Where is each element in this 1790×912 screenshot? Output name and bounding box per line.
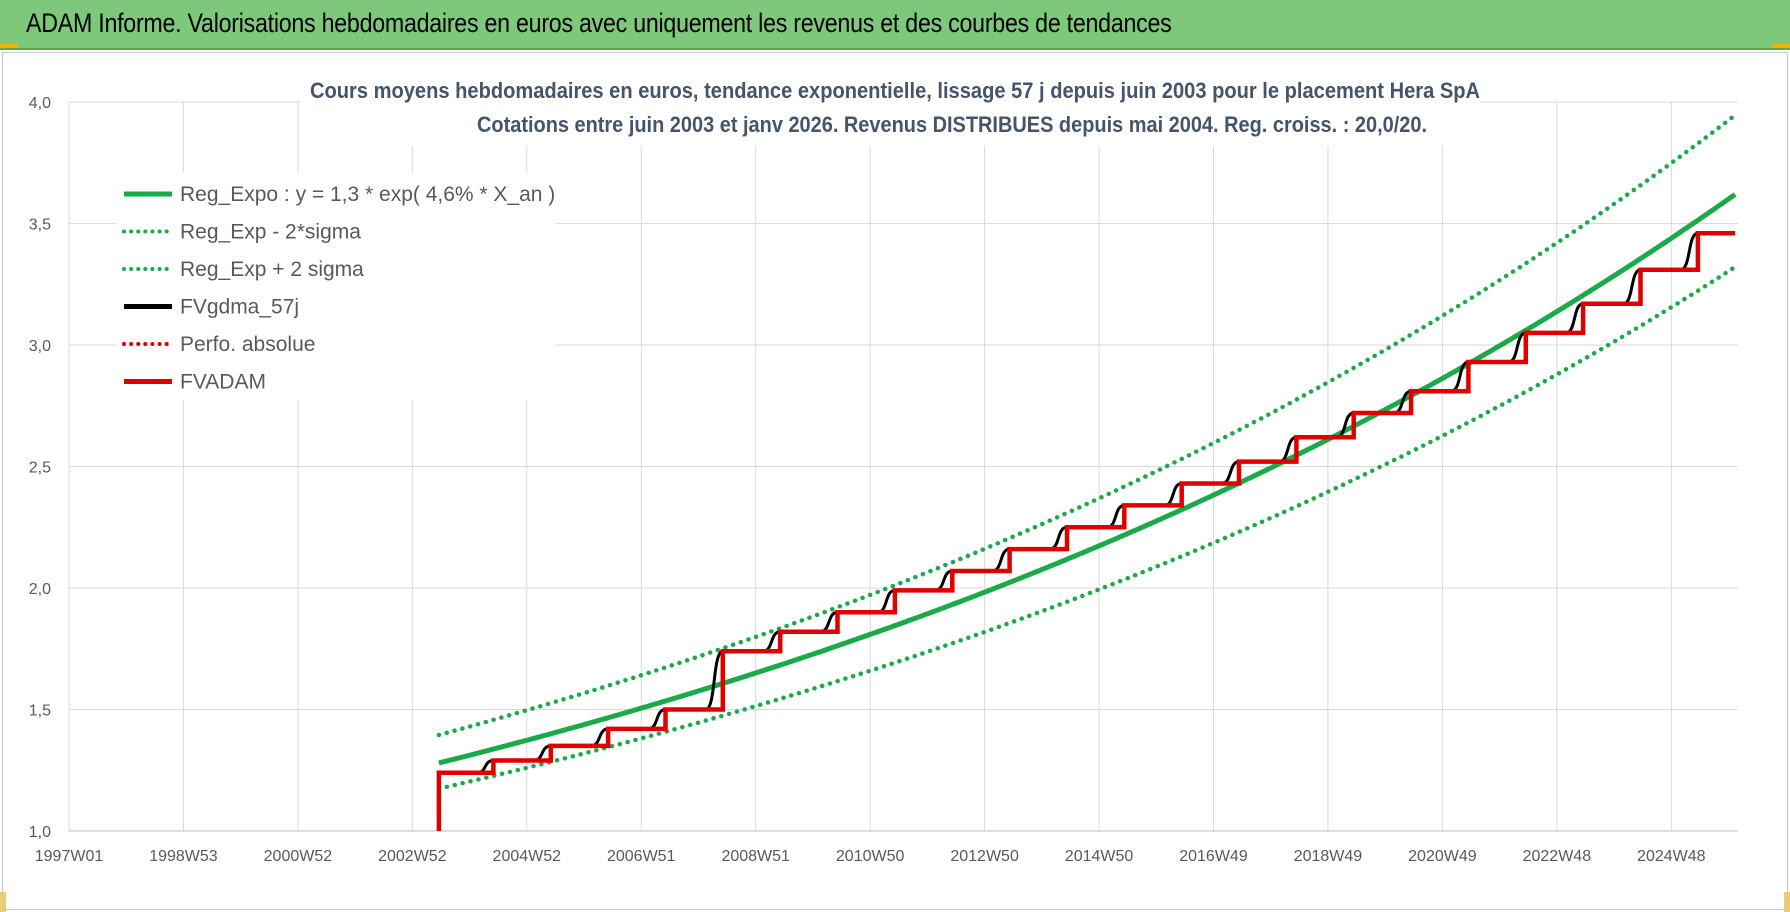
x-tick-label: 2020W49 [1408,848,1477,865]
x-tick-label: 2022W48 [1523,848,1592,865]
chart-title: Cours moyens hebdomadaires en euros, ten… [310,78,1480,103]
legend-background [116,172,556,400]
legend-entry: Reg_Exp + 2 sigma [180,258,364,281]
legend-entry: FVADAM [180,371,266,394]
header-bar: ADAM Informe. Valorisations hebdomadaire… [0,0,1790,50]
x-tick-label: 1997W01 [35,848,104,865]
corner-mark-left [0,44,18,48]
grid [68,101,1738,832]
y-tick-label: 4,0 [29,95,51,112]
page-title: ADAM Informe. Valorisations hebdomadaire… [26,8,1172,38]
y-tick-label: 2,0 [29,581,51,598]
x-tick-label: 2002W52 [378,848,447,865]
y-tick-label: 1,5 [29,703,51,720]
x-tick-label: 2018W49 [1294,848,1363,865]
x-tick-label: 2024W48 [1637,848,1706,865]
y-tick-label: 3,0 [29,338,51,355]
x-tick-label: 2016W49 [1179,848,1248,865]
legend: Reg_Expo : y = 1,3 * exp( 4,6% * X_an ) R… [122,183,555,394]
chart-subtitle: Cotations entre juin 2003 et janv 2026. … [477,112,1427,137]
legend-entry: Reg_Expo : y = 1,3 * exp( 4,6% * X_an ) [180,183,555,206]
y-axis: 1,0 1,5 2,0 2,5 3,0 3,5 4,0 [29,95,51,841]
series-reg-exp-plus-2-sigma [436,112,1738,738]
x-tick-label: 2006W51 [607,848,676,865]
y-tick-label: 1,0 [29,824,51,841]
chart-frame [2,52,1788,910]
series-fvadam [436,230,1736,832]
y-tick-label: 3,5 [29,217,51,234]
series-reg-expo [438,192,1737,766]
y-tick-label: 2,5 [29,460,51,477]
x-axis: 1997W01 1998W53 2000W52 2002W52 2004W52 2006W… [35,848,1706,865]
x-tick-label: 1998W53 [149,848,218,865]
legend-entry: Reg_Exp - 2*sigma [180,221,361,244]
series-group [436,112,1738,832]
x-tick-label: 2010W50 [836,848,905,865]
corner-mark-right [1772,44,1790,48]
legend-entry: FVgdma_57j [180,296,299,319]
x-tick-label: 2004W52 [493,848,562,865]
x-tick-label: 2008W51 [721,848,790,865]
x-tick-label: 2012W50 [950,848,1019,865]
chart-title-background [300,70,1480,146]
corner-mark-bottom-left [0,892,6,912]
legend-entry: Perfo. absolue [180,333,315,356]
x-tick-label: 2000W52 [264,848,333,865]
x-tick-label: 2014W50 [1065,848,1134,865]
